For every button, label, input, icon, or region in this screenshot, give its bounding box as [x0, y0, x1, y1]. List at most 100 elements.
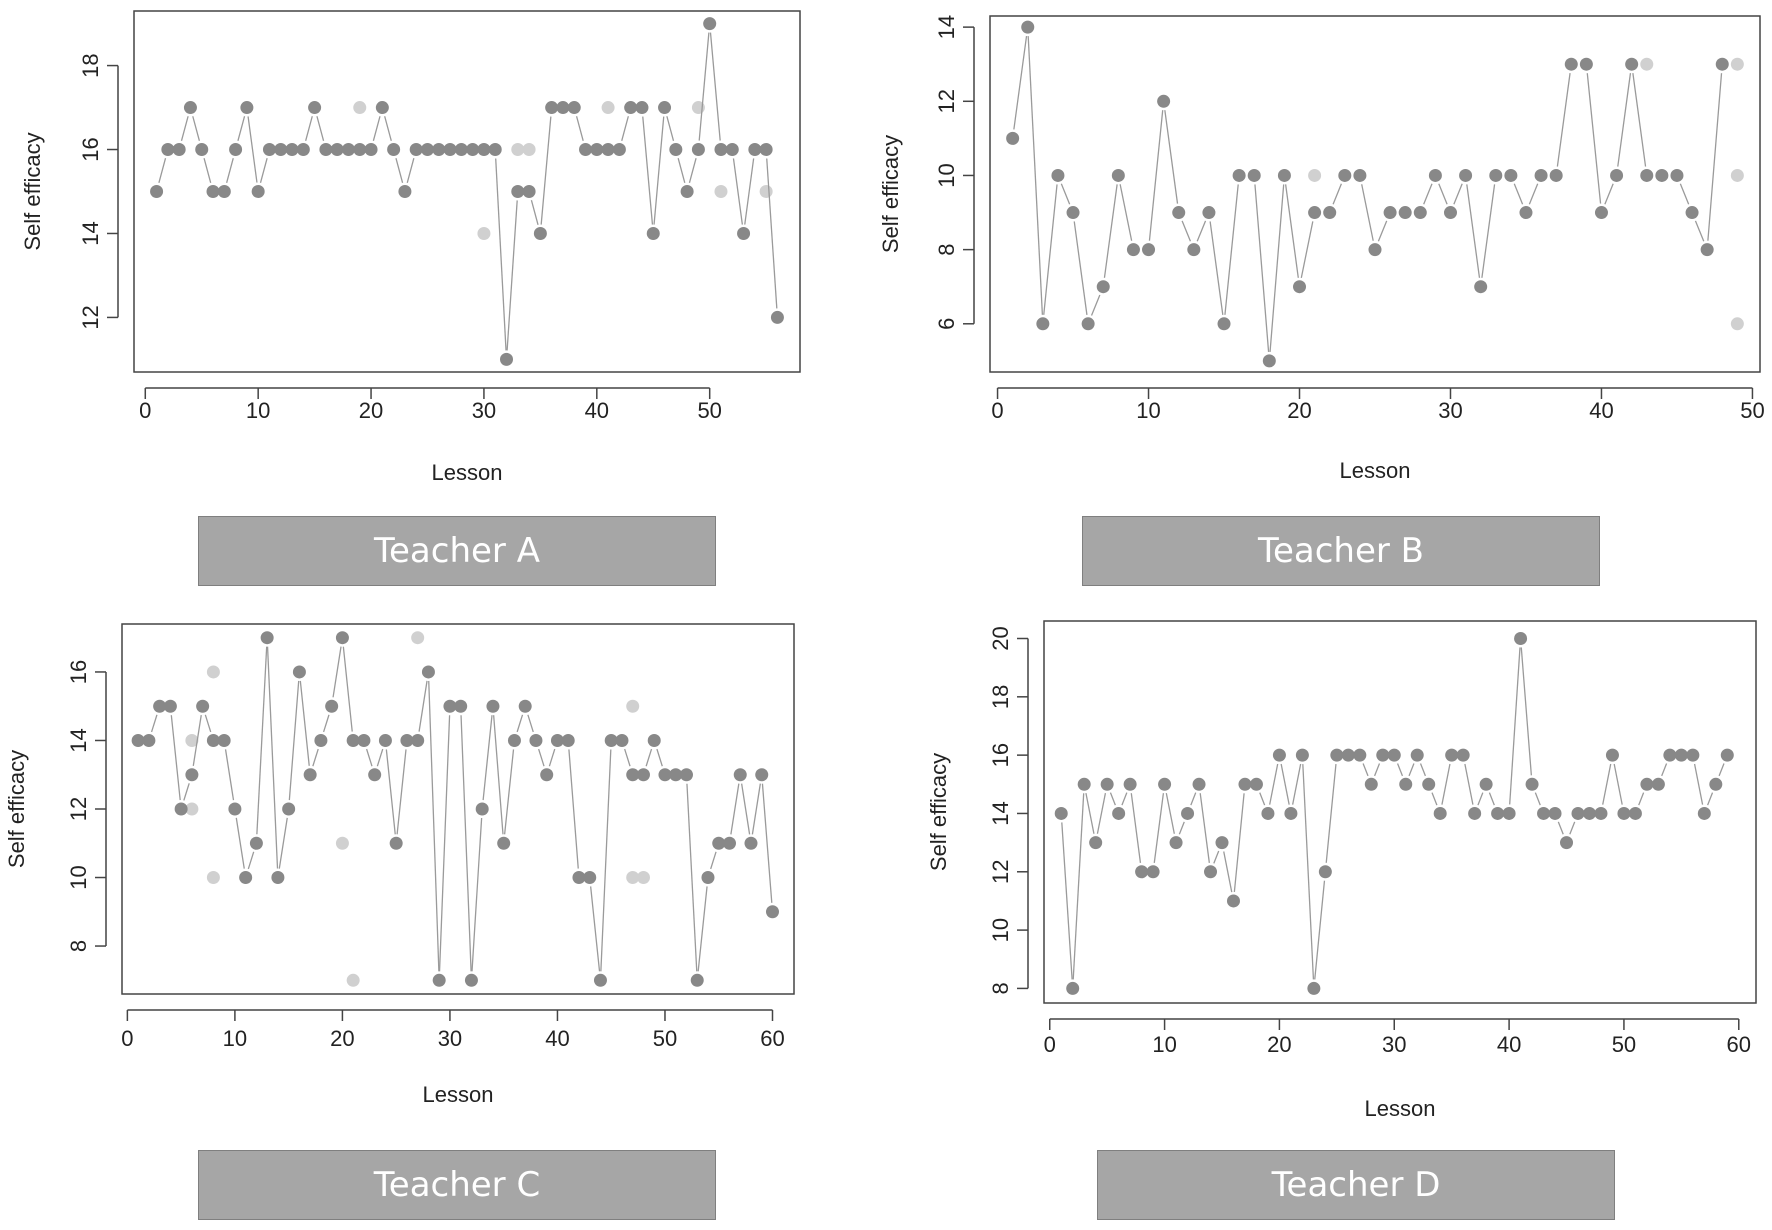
y-tick-label: 8: [988, 982, 1013, 994]
data-point: [601, 143, 615, 157]
data-point: [206, 185, 220, 198]
data-point: [572, 871, 586, 885]
series-line-segment: [1373, 763, 1381, 777]
data-point: [1238, 777, 1252, 791]
series-line-segment: [697, 886, 708, 972]
x-tick-label: 10: [1152, 1032, 1176, 1057]
data-point: [561, 733, 575, 747]
series-line-segment: [1072, 793, 1085, 980]
data-point: [488, 143, 502, 157]
series-line-segment: [1060, 183, 1071, 205]
series-line-segment: [1520, 647, 1533, 776]
data-point: [1549, 168, 1563, 182]
data-point: [1262, 354, 1276, 368]
series-line-segment: [575, 116, 584, 142]
series-line-segment: [1233, 793, 1245, 893]
series-line-segment: [548, 748, 556, 767]
data-point: [1479, 777, 1493, 791]
data-point: [1674, 748, 1688, 762]
data-point: [1341, 748, 1355, 762]
series-line-segment: [312, 748, 319, 767]
series-line-segment: [621, 116, 629, 142]
data-point: [1096, 280, 1110, 294]
data-point: [669, 768, 683, 782]
y-tick-label: 16: [988, 743, 1013, 767]
data-point: [378, 733, 392, 747]
x-tick-label: 0: [1044, 1032, 1056, 1057]
data-point: [1135, 865, 1149, 879]
series-line-segment: [1638, 792, 1645, 806]
data-point: [1617, 806, 1631, 820]
data-point: [183, 101, 197, 115]
series-line-segment: [1718, 763, 1725, 777]
series-line-segment: [1602, 763, 1612, 805]
data-point: [1468, 806, 1482, 820]
data-point: [1399, 777, 1413, 791]
y-tick-label: 20: [988, 626, 1013, 650]
data-point: [1021, 20, 1035, 34]
data-point: [1525, 777, 1539, 791]
series-line-segment: [530, 200, 539, 225]
data-point: [579, 143, 593, 157]
data-point: [701, 871, 715, 885]
data-point: [511, 143, 525, 157]
y-tick-label: 14: [78, 221, 103, 245]
data-point: [624, 101, 638, 115]
data-point: [511, 185, 525, 198]
x-tick-label: 0: [991, 398, 1003, 423]
data-point: [296, 143, 310, 157]
data-point: [229, 143, 243, 157]
series-line-segment: [1269, 184, 1285, 352]
series-line-segment: [1209, 221, 1224, 315]
data-point: [500, 352, 514, 366]
data-point: [1368, 243, 1382, 257]
data-point: [1433, 806, 1447, 820]
y-tick-label: 10: [66, 865, 91, 889]
series-line-segment: [1153, 793, 1165, 863]
data-point: [658, 101, 672, 115]
data-point: [626, 699, 640, 713]
series-line-segment: [183, 783, 190, 801]
data-point: [308, 101, 322, 115]
series-line-segment: [492, 715, 504, 835]
data-point: [1387, 748, 1401, 762]
data-point: [475, 802, 489, 816]
chart-teacher-a-plot: 0 10 20 30 40 50 12 14 16 18 Lesson Self efficacy: [20, 10, 801, 485]
data-point: [335, 836, 349, 850]
data-point: [529, 733, 543, 747]
series-line-segment: [384, 116, 392, 142]
series-line-segment: [1661, 763, 1668, 777]
series-line-segment: [1464, 763, 1474, 805]
y-tick-label: 16: [66, 660, 91, 684]
data-point: [755, 768, 769, 782]
data-point: [1077, 777, 1091, 791]
series-line-segment: [1679, 183, 1690, 205]
series-line-segment: [305, 116, 313, 142]
data-point: [131, 733, 145, 747]
data-point: [1202, 206, 1216, 220]
data-point: [1398, 206, 1412, 220]
data-point: [522, 143, 536, 157]
data-point: [1686, 748, 1700, 762]
x-tick-label: 50: [1740, 398, 1764, 423]
series-line-segment: [1314, 880, 1326, 980]
data-point: [1610, 168, 1624, 182]
series-line-segment: [1085, 793, 1095, 834]
data-point: [1364, 777, 1378, 791]
y-tick-label: 10: [988, 918, 1013, 942]
data-point: [1548, 806, 1562, 820]
x-tick-label: 40: [1589, 398, 1613, 423]
caption-teacher-b: Teacher B: [1082, 516, 1600, 586]
x-tick-label: 30: [472, 398, 496, 423]
series-line-segment: [460, 715, 472, 972]
series-line-segment: [1196, 220, 1207, 242]
series-line-segment: [1109, 792, 1116, 806]
data-point: [1277, 168, 1291, 182]
series-line-segment: [1586, 73, 1602, 204]
chart-teacher-d: 0 10 20 30 40 50 60 8 10 12 14 16 18 20 Lesson Self eff…: [860, 610, 1772, 1130]
series-line-segment: [1269, 763, 1279, 805]
series-line-segment: [376, 748, 384, 767]
series-line-segment: [1604, 183, 1614, 205]
data-point: [1579, 57, 1593, 71]
series-line-segment: [1043, 184, 1058, 315]
